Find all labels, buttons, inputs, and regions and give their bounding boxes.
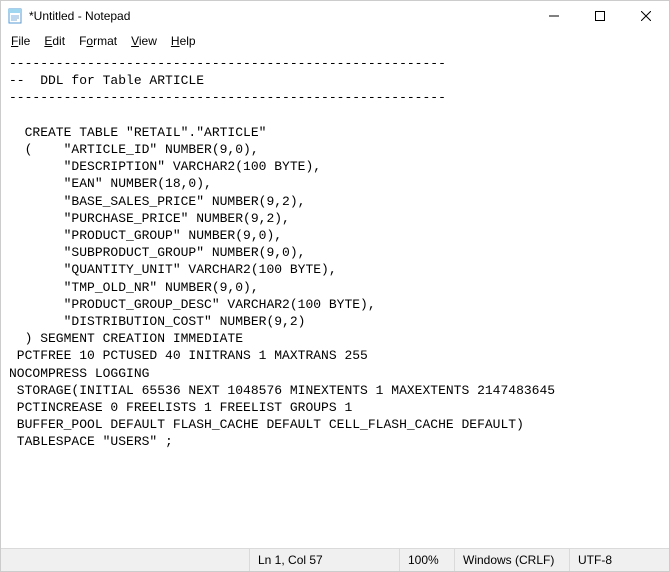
- status-encoding: UTF-8: [569, 549, 669, 571]
- menu-edit-rest: dit: [52, 34, 65, 48]
- close-button[interactable]: [623, 1, 669, 31]
- status-eol: Windows (CRLF): [454, 549, 569, 571]
- menu-bar: File Edit Format View Help: [1, 31, 669, 51]
- menu-help-rest: elp: [180, 34, 196, 48]
- menu-help[interactable]: Help: [165, 33, 202, 49]
- notepad-icon: [7, 8, 23, 24]
- status-line-col: Ln 1, Col 57: [249, 549, 399, 571]
- menu-edit[interactable]: Edit: [38, 33, 71, 49]
- status-spacer: [1, 549, 249, 571]
- window-controls: [531, 1, 669, 31]
- title-bar: *Untitled - Notepad: [1, 1, 669, 31]
- menu-view-rest: iew: [139, 34, 157, 48]
- menu-view[interactable]: View: [125, 33, 163, 49]
- menu-format[interactable]: Format: [73, 33, 123, 49]
- menu-format-rest: rmat: [93, 34, 117, 48]
- text-editor[interactable]: ----------------------------------------…: [1, 51, 669, 548]
- menu-file-rest: ile: [18, 34, 30, 48]
- minimize-button[interactable]: [531, 1, 577, 31]
- menu-file[interactable]: File: [5, 33, 36, 49]
- window-title: *Untitled - Notepad: [29, 9, 531, 23]
- maximize-button[interactable]: [577, 1, 623, 31]
- status-bar: Ln 1, Col 57 100% Windows (CRLF) UTF-8: [1, 548, 669, 571]
- status-zoom: 100%: [399, 549, 454, 571]
